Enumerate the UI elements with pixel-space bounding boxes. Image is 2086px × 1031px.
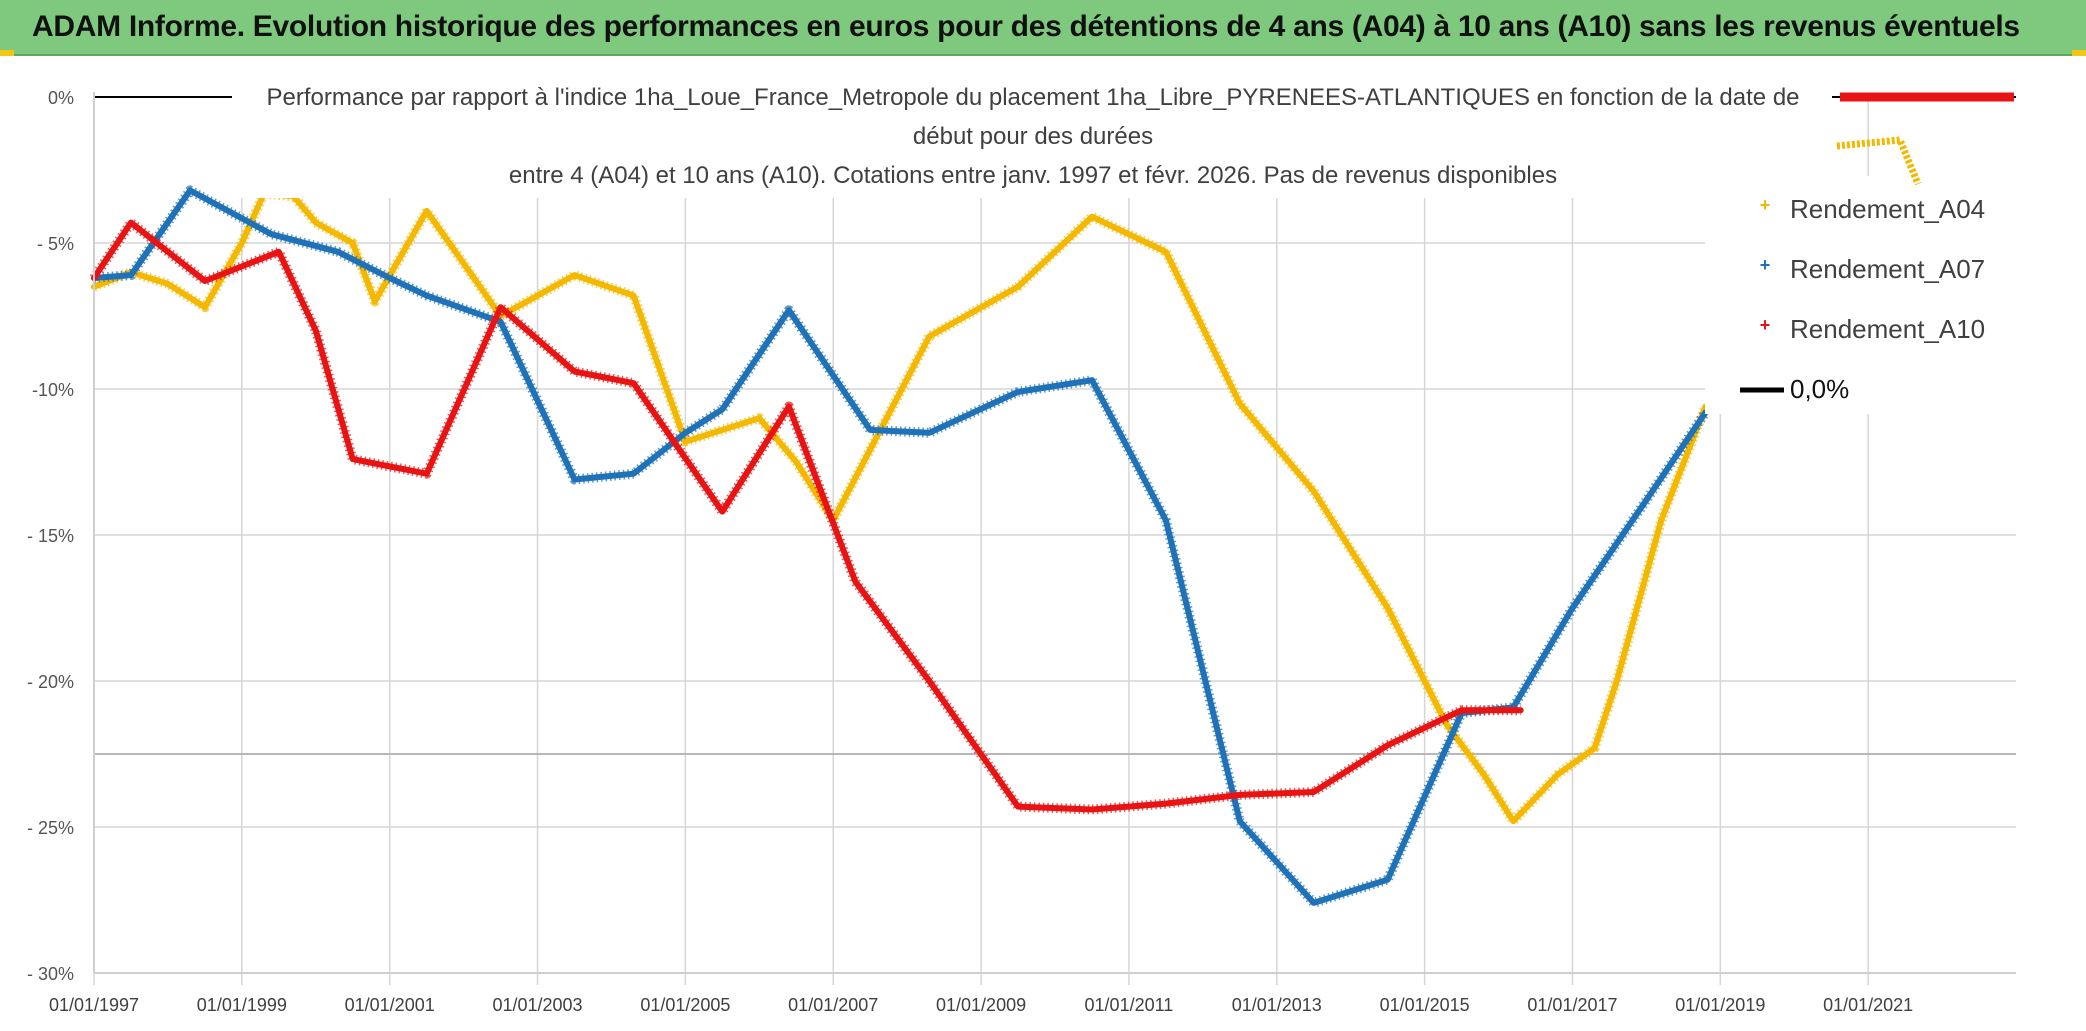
legend-entry-a04: + Rendement_A04 <box>1760 194 1985 224</box>
legend-marker-a10: + <box>1760 315 1771 335</box>
y-tick-label: 0% <box>48 88 74 108</box>
legend-label-zero: 0,0% <box>1790 374 1849 404</box>
x-tick-label: 01/01/2007 <box>788 995 878 1015</box>
grid-lines <box>93 96 2016 985</box>
series-line-rendement-a07 <box>91 187 1709 906</box>
x-tick-label: 01/01/2017 <box>1527 995 1617 1015</box>
x-tick-label: 01/01/2019 <box>1675 995 1765 1015</box>
series-line-rendement-a04-markers <box>92 188 1711 827</box>
legend-entry-zero: 0,0% <box>1740 374 1849 404</box>
legend-entry-a07: + Rendement_A07 <box>1760 254 1985 284</box>
legend-label-a04: Rendement_A04 <box>1790 194 1985 224</box>
x-tick-label: 01/01/2021 <box>1823 995 1913 1015</box>
x-tick-label: 01/01/2011 <box>1085 995 1174 1015</box>
chart-title-line-3: entre 4 (A04) et 10 ans (A10). Cotations… <box>509 162 1557 189</box>
legend-label-a10: Rendement_A10 <box>1790 314 1985 344</box>
legend-label-a07: Rendement_A07 <box>1790 254 1985 284</box>
legend-marker-a07: + <box>1760 255 1771 275</box>
y-tick-label: - 20% <box>27 672 74 692</box>
chart-title-background <box>232 76 1832 198</box>
legend-marker-a04: + <box>1760 195 1771 215</box>
x-tick-label: 01/01/1997 <box>49 995 139 1015</box>
series-line-rendement-a10-markers <box>89 217 1521 815</box>
series-line-rendement-a07-markers <box>93 185 1710 908</box>
chart-title: Performance par rapport à l'indice 1ha_L… <box>232 76 1832 198</box>
line-chart: 0% - 5% -10% - 15% - 20% - 25% - 30% 01/01/1997… <box>27 76 2025 1015</box>
y-tick-label: - 25% <box>27 818 74 838</box>
x-tick-label: 01/01/2001 <box>345 995 435 1015</box>
x-tick-label: 01/01/2009 <box>936 995 1026 1015</box>
corner-accent-right <box>2072 50 2086 56</box>
y-tick-label: - 30% <box>27 964 74 984</box>
series-line-rendement-a04 <box>91 190 1709 825</box>
x-tick-label: 01/01/2003 <box>492 995 582 1015</box>
y-tick-label: -10% <box>32 380 74 400</box>
report-banner: ADAM Informe. Evolution historique des p… <box>0 0 2086 56</box>
series-line-rendement-a10 <box>91 219 1524 813</box>
axes: 0% - 5% -10% - 15% - 20% - 25% - 30% 01/01/1997… <box>27 88 2016 1015</box>
y-tick-label: - 5% <box>37 234 74 254</box>
corner-accent-left <box>0 50 14 56</box>
x-tick-label: 01/01/2015 <box>1380 995 1470 1015</box>
x-tick-label: 01/01/2005 <box>640 995 730 1015</box>
y-tick-label: - 15% <box>27 526 74 546</box>
chart-legend: + Rendement_A04 + Rendement_A07 + Rendem… <box>1705 176 2025 414</box>
chart-title-line-1: Performance par rapport à l'indice 1ha_L… <box>266 84 1799 111</box>
report-title: ADAM Informe. Evolution historique des p… <box>32 10 2020 43</box>
corner-yellow-fragment <box>1836 136 1922 186</box>
chart-title-line-2: début pour des durées <box>913 123 1153 150</box>
legend-background <box>1705 176 2025 414</box>
corner-series-fragments <box>1836 92 2014 186</box>
x-tick-label: 01/01/1999 <box>197 995 287 1015</box>
legend-entry-a10: + Rendement_A10 <box>1760 314 1985 344</box>
x-tick-label: 01/01/2013 <box>1232 995 1322 1015</box>
